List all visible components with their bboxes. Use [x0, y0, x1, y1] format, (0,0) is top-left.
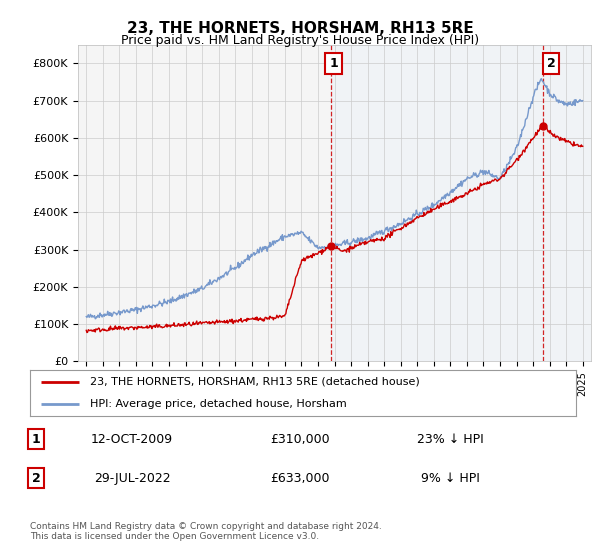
Text: Contains HM Land Registry data © Crown copyright and database right 2024.
This d: Contains HM Land Registry data © Crown c…	[30, 522, 382, 542]
Text: 23, THE HORNETS, HORSHAM, RH13 5RE: 23, THE HORNETS, HORSHAM, RH13 5RE	[127, 21, 473, 36]
Text: £633,000: £633,000	[270, 472, 330, 484]
Text: 1: 1	[329, 57, 338, 70]
Text: 2: 2	[32, 472, 40, 484]
Text: 29-JUL-2022: 29-JUL-2022	[94, 472, 170, 484]
Text: Price paid vs. HM Land Registry's House Price Index (HPI): Price paid vs. HM Land Registry's House …	[121, 34, 479, 46]
Text: 23% ↓ HPI: 23% ↓ HPI	[416, 432, 484, 446]
Text: HPI: Average price, detached house, Horsham: HPI: Average price, detached house, Hors…	[90, 399, 347, 409]
Text: 1: 1	[32, 432, 40, 446]
Text: £310,000: £310,000	[270, 432, 330, 446]
Text: 12-OCT-2009: 12-OCT-2009	[91, 432, 173, 446]
Bar	[331, 45, 600, 361]
Text: 2: 2	[547, 57, 556, 70]
Text: 9% ↓ HPI: 9% ↓ HPI	[421, 472, 479, 484]
Text: 23, THE HORNETS, HORSHAM, RH13 5RE (detached house): 23, THE HORNETS, HORSHAM, RH13 5RE (deta…	[90, 376, 420, 386]
